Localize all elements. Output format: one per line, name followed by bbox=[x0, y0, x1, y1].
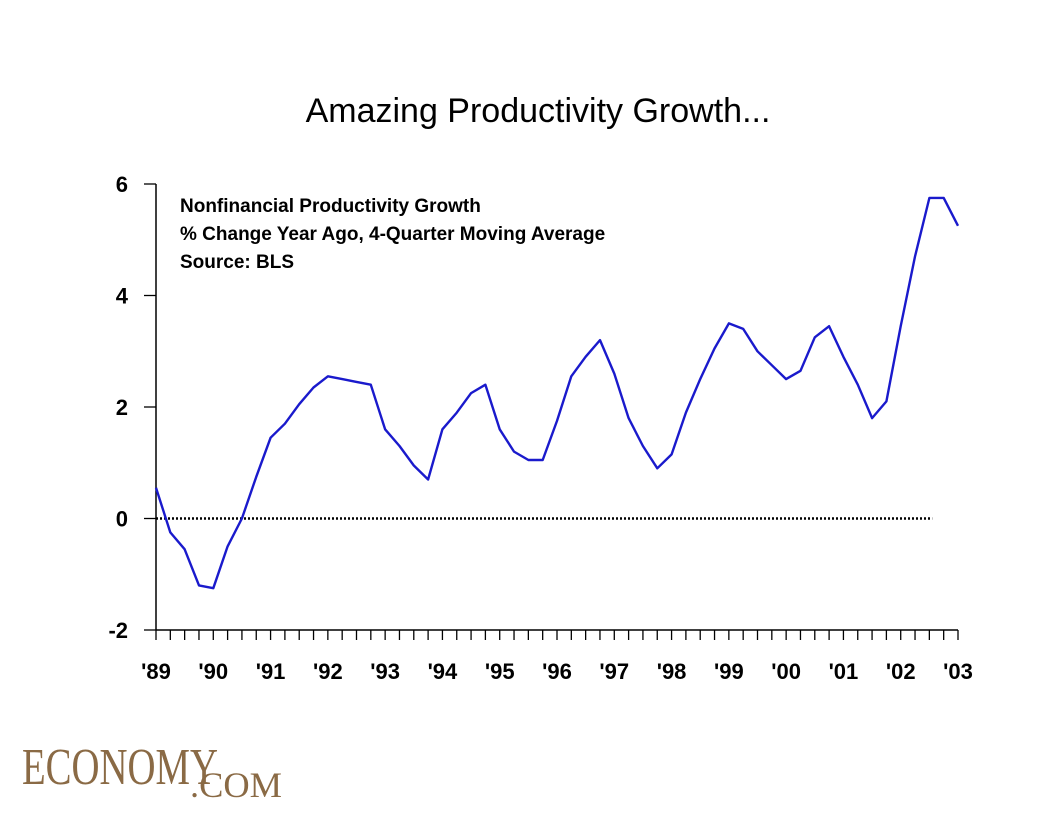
x-tick-label: '94 bbox=[428, 659, 458, 684]
x-tick-label: '98 bbox=[657, 659, 687, 684]
x-tick-label: '97 bbox=[599, 659, 629, 684]
x-tick-label: '93 bbox=[370, 659, 400, 684]
chart-annotations: Nonfinancial Productivity Growth % Chang… bbox=[180, 196, 605, 273]
x-tick-label: '03 bbox=[943, 659, 973, 684]
economy-com-logo: ECONOMY .COM bbox=[22, 739, 282, 805]
x-tick-label: '95 bbox=[485, 659, 515, 684]
series-layer bbox=[154, 196, 960, 590]
x-axis: '89 '90 '91 '92 '93 '94 '95 '96 '97 '98 '99 '00 '01 '… bbox=[141, 629, 973, 684]
logo-sub-text: .COM bbox=[190, 765, 282, 805]
annotation-series-name: Nonfinancial Productivity Growth bbox=[180, 196, 481, 217]
y-tick-label: 6 bbox=[116, 172, 128, 197]
chart-title: Amazing Productivity Growth... bbox=[306, 92, 771, 130]
logo-main-text: ECONOMY bbox=[22, 739, 218, 796]
x-tick-label: '91 bbox=[256, 659, 286, 684]
x-tick-label: '99 bbox=[714, 659, 744, 684]
y-tick-label: -2 bbox=[108, 618, 128, 643]
annotation-source: Source: BLS bbox=[180, 252, 294, 273]
x-tick-label: '96 bbox=[542, 659, 572, 684]
y-axis: -2 0 2 4 6 bbox=[108, 172, 157, 643]
x-tick-label: '92 bbox=[313, 659, 343, 684]
y-tick-label: 2 bbox=[116, 395, 128, 420]
x-tick-label: '90 bbox=[198, 659, 228, 684]
x-tick-label: '89 bbox=[141, 659, 171, 684]
y-tick-label: 0 bbox=[116, 507, 128, 532]
annotation-measure: % Change Year Ago, 4-Quarter Moving Aver… bbox=[180, 224, 605, 245]
series-line bbox=[154, 196, 960, 590]
x-tick-label: '01 bbox=[829, 659, 859, 684]
y-tick-label: 4 bbox=[116, 284, 129, 309]
x-tick-label: '00 bbox=[771, 659, 801, 684]
x-tick-label: '02 bbox=[886, 659, 916, 684]
